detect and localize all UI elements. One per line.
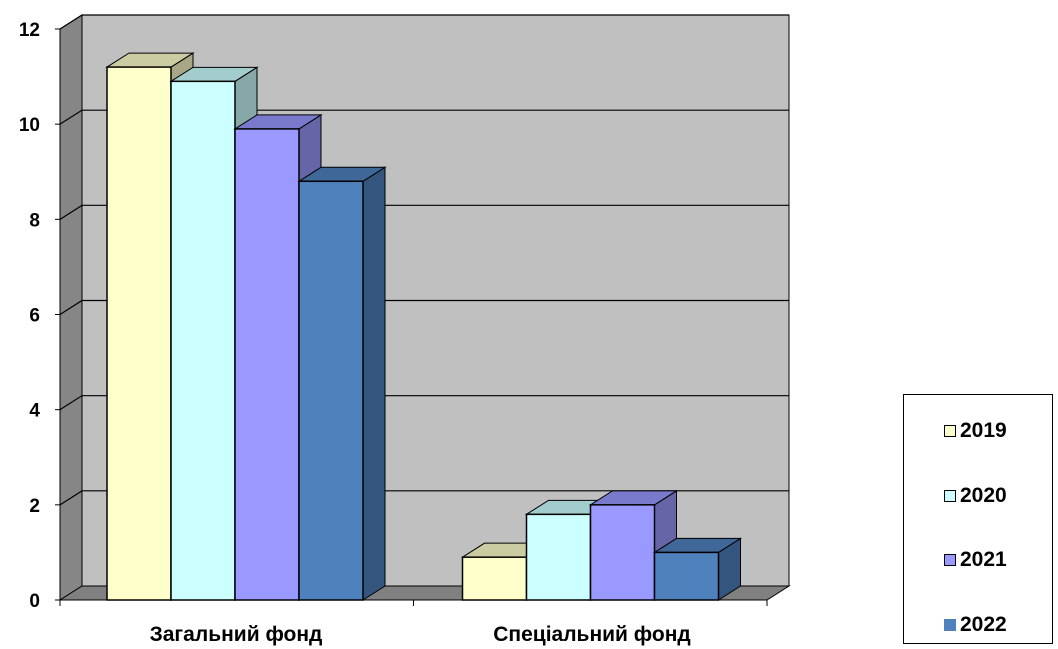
y-tick-label: 8 [29, 210, 40, 231]
y-tick-label: 2 [29, 496, 40, 517]
legend-item-2020: 2020 [944, 484, 1007, 508]
legend-item-2022: 2022 [944, 613, 1007, 637]
category-label: Загальний фонд [150, 623, 323, 646]
gridline [59, 490, 789, 506]
y-tick-label: 0 [29, 591, 40, 612]
gridline [59, 109, 789, 125]
gridline [59, 395, 789, 411]
y-tick-label: 10 [19, 115, 40, 136]
legend-label-2019: 2019 [960, 419, 1007, 442]
legend-label-2022: 2022 [960, 613, 1007, 636]
legend-label-2020: 2020 [960, 484, 1007, 507]
legend-swatch-2021 [944, 554, 956, 566]
legend-swatch-2022 [944, 619, 956, 631]
legend-swatch-2020 [944, 490, 956, 502]
legend-item-2021: 2021 [944, 548, 1007, 572]
gridline [59, 299, 789, 316]
y-tick-label: 4 [29, 401, 40, 422]
legend: 2019 2020 2021 2022 [903, 394, 1053, 644]
gridline [59, 14, 789, 30]
legend-label-2021: 2021 [960, 548, 1007, 571]
legend-item-2019: 2019 [944, 419, 1007, 443]
axes [55, 28, 768, 606]
y-axis-tick-labels: 0 2 4 6 8 10 12 [19, 20, 41, 612]
category-label: Спеціальний фонд [493, 623, 690, 646]
y-tick-label: 12 [19, 20, 40, 41]
bars-layer [105, 52, 743, 601]
gridlines [59, 14, 789, 506]
gridline [59, 204, 789, 220]
bar-2022-1 [652, 537, 743, 601]
legend-swatch-2019 [944, 425, 956, 437]
bar-2022-0 [297, 166, 387, 601]
x-axis-category-labels: Загальний фонд Спеціальний фонд [150, 623, 691, 646]
y-tick-label: 6 [29, 306, 40, 327]
